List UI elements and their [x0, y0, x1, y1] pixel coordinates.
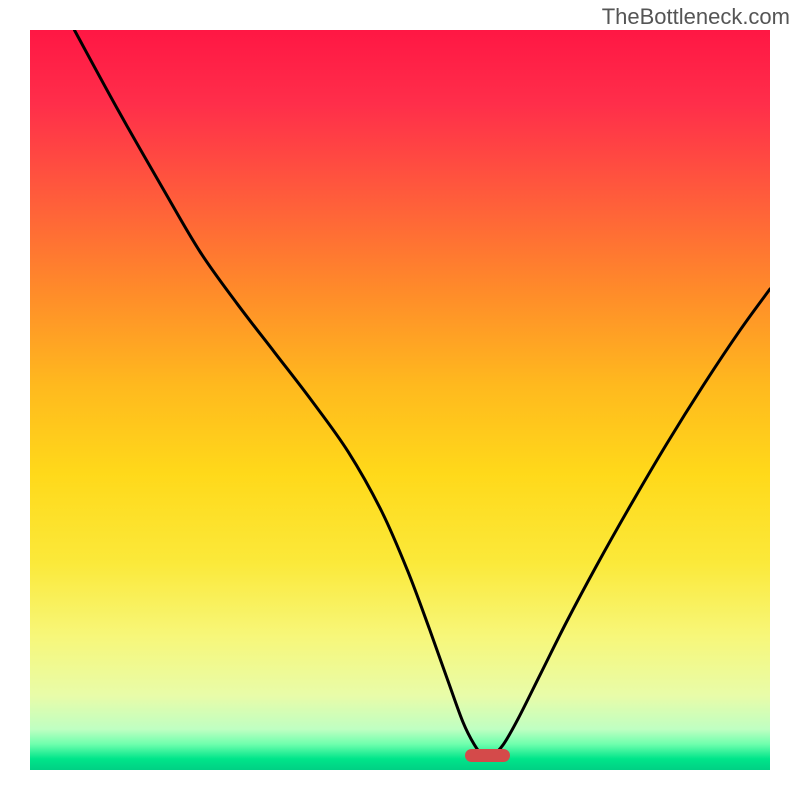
optimal-marker [465, 749, 509, 762]
plot-area [30, 30, 770, 770]
bottleneck-curve [74, 30, 770, 757]
chart-container: TheBottleneck.com [0, 0, 800, 800]
watermark-text: TheBottleneck.com [602, 4, 790, 30]
curve-overlay [30, 30, 770, 770]
